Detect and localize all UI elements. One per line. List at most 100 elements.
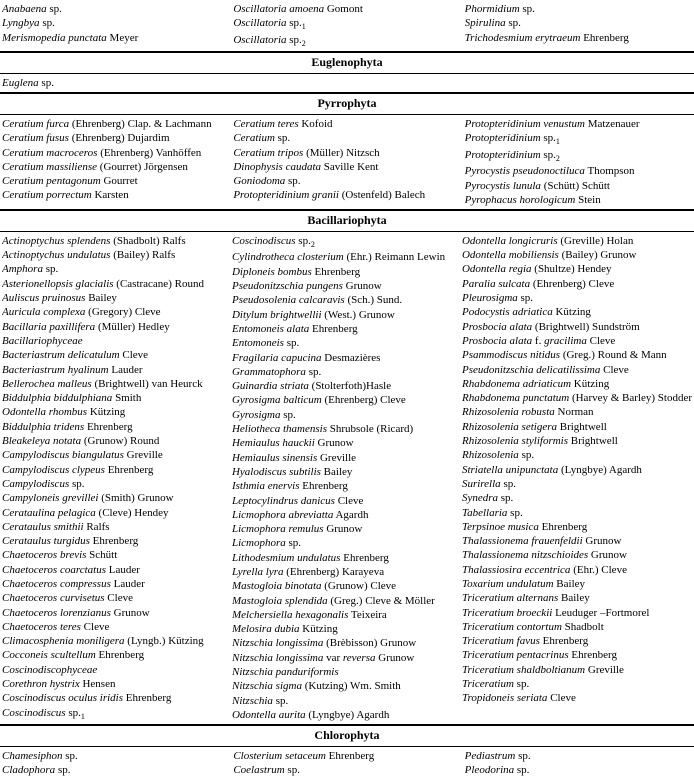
species-entry: Melchersiella hexagonalis Teixeira <box>232 608 458 622</box>
species-entry: Biddulphia biddulphiana Smith <box>2 391 228 405</box>
species-entry: Oscillatoria sp.1 <box>233 16 460 33</box>
species-entry: Ceratium tripos (Müller) Nitzsch <box>233 146 460 160</box>
species-entry: Nitzschia longissima var reversa Grunow <box>232 651 458 665</box>
species-entry: Striatella unipunctata (Lyngbye) Agardh <box>462 463 692 477</box>
species-entry: Coscinodiscus oculus iridis Ehrenberg <box>2 691 228 705</box>
species-entry: Rhizosolenia sp. <box>462 448 692 462</box>
species-entry: Prosbocia alata f. gracilima Cleve <box>462 334 692 348</box>
species-entry: Dinophysis caudata Saville Kent <box>233 160 460 174</box>
species-entry: Actinoptychus splendens (Shadbolt) Ralfs <box>2 234 228 248</box>
species-entry: Coelastrum sp. <box>233 763 460 777</box>
species-entry: Fragilaria capucina Desmazières <box>232 351 458 365</box>
species-entry: Bacillariophyceae <box>2 334 228 348</box>
species-entry: Bacteriastrum hyalinum Lauder <box>2 363 228 377</box>
species-entry: Ceratium furca (Ehrenberg) Clap. & Lachm… <box>2 117 229 131</box>
species-entry: Oscillatoria sp.2 <box>233 33 460 50</box>
species-entry: Odontella rhombus Kützing <box>2 405 228 419</box>
species-entry: Hyalodiscus subtilis Bailey <box>232 465 458 479</box>
section-body: Ceratium furca (Ehrenberg) Clap. & Lachm… <box>0 115 694 210</box>
species-entry: Ceratium sp. <box>233 131 460 145</box>
species-entry: Asterionellopsis glacialis (Castracane) … <box>2 277 228 291</box>
species-entry: Actinoptychus undulatus (Bailey) Ralfs <box>2 248 228 262</box>
species-entry: Heliotheca thamensis Shrubsole (Ricard) <box>232 422 458 436</box>
species-entry: Campylodiscus clypeus Ehrenberg <box>2 463 228 477</box>
species-entry: Chaetoceros teres Cleve <box>2 620 228 634</box>
section-body: Chamesiphon sp.Cladophora sp.Closterium … <box>0 747 694 779</box>
species-entry: Licmophora abreviatta Agardh <box>232 508 458 522</box>
species-entry: Melosira dubia Kützing <box>232 622 458 636</box>
species-entry: Rhabdonema punctatum (Harvey & Barley) S… <box>462 391 692 405</box>
species-entry: Protopteridinium sp.2 <box>465 148 692 165</box>
species-entry: Tabellaria sp. <box>462 506 692 520</box>
species-entry: Cerataulus turgidus Ehrenberg <box>2 534 228 548</box>
section-col <box>231 76 462 90</box>
top-section-body: Anabaena sp.Lyngbya sp.Merismopedia punc… <box>0 0 694 52</box>
species-entry: Bellerochea malleus (Brightwell) van Heu… <box>2 377 228 391</box>
species-entry: Auricula complexa (Gregory) Cleve <box>2 305 228 319</box>
species-entry: Terpsinoe musica Ehrenberg <box>462 520 692 534</box>
species-entry: Pseudonitzschia delicatilissima Cleve <box>462 363 692 377</box>
species-entry: Entomoneis alata Ehrenberg <box>232 322 458 336</box>
species-entry: Nitzschia panduriformis <box>232 665 458 679</box>
species-entry: Mastogloia splendida (Greg.) Cleve & Möl… <box>232 594 458 608</box>
species-entry: Anabaena sp. <box>2 2 229 16</box>
species-entry: Ceratium fusus (Ehrenberg) Dujardim <box>2 131 229 145</box>
species-entry: Bacillaria paxillifera (Müller) Hedley <box>2 320 228 334</box>
section-col: Ceratium furca (Ehrenberg) Clap. & Lachm… <box>0 117 231 207</box>
species-entry: Leptocylindrus danicus Cleve <box>232 494 458 508</box>
species-entry: Cladophora sp. <box>2 763 229 777</box>
species-entry: Triceratium alternans Bailey <box>462 591 692 605</box>
section-col: Ceratium teres KofoidCeratium sp.Ceratiu… <box>231 117 462 207</box>
species-entry: Licmophora remulus Grunow <box>232 522 458 536</box>
species-entry: Chaetoceros brevis Schütt <box>2 548 228 562</box>
section-header: Pyrrophyta <box>0 93 694 115</box>
species-entry: Oscillatoria amoena Gomont <box>233 2 460 16</box>
species-entry: Bleakeleya notata (Grunow) Round <box>2 434 228 448</box>
species-entry: Euglena sp. <box>2 76 229 90</box>
species-entry: Pyrocystis lunula (Schütt) Schütt <box>465 179 692 193</box>
species-entry: Pseudosolenia calcaravis (Sch.) Sund. <box>232 293 458 307</box>
species-entry: Lithodesmium undulatus Ehrenberg <box>232 551 458 565</box>
species-entry: Coscinodiscophyceae <box>2 663 228 677</box>
species-entry: Cocconeis scultellum Ehrenberg <box>2 648 228 662</box>
species-entry: Ceratium pentagonum Gourret <box>2 174 229 188</box>
species-entry: Odontella aurita (Lyngbye) Agardh <box>232 708 458 722</box>
species-entry: Gyrosigma balticum (Ehrenberg) Cleve <box>232 393 458 407</box>
section-body: Euglena sp. <box>0 74 694 93</box>
species-entry: Bacteriastrum delicatulum Cleve <box>2 348 228 362</box>
species-table: Anabaena sp.Lyngbya sp.Merismopedia punc… <box>0 0 694 779</box>
section-col <box>463 76 694 90</box>
species-entry: Podocystis adriatica Kützing <box>462 305 692 319</box>
species-entry: Rhizosolenia styliformis Brightwell <box>462 434 692 448</box>
section-header: Bacillariophyta <box>0 210 694 232</box>
species-entry: Gyrosigma sp. <box>232 408 458 422</box>
species-entry: Trichodesmium erytraeum Ehrenberg <box>465 31 692 45</box>
species-entry: Triceratium sp. <box>462 677 692 691</box>
species-entry: Biddulphia tridens Ehrenberg <box>2 420 228 434</box>
species-entry: Ceratium macroceros (Ehrenberg) Vanhöffe… <box>2 146 229 160</box>
top-col-1: Anabaena sp.Lyngbya sp.Merismopedia punc… <box>0 2 231 49</box>
species-entry: Odontella mobiliensis (Bailey) Grunow <box>462 248 692 262</box>
species-entry: Cerataulina pelagica (Cleve) Hendey <box>2 506 228 520</box>
species-entry: Closterium setaceum Ehrenberg <box>233 749 460 763</box>
species-entry: Lyrella lyra (Ehrenberg) Karayeva <box>232 565 458 579</box>
species-entry: Hemiaulus hauckii Grunow <box>232 436 458 450</box>
species-entry: Merismopedia punctata Meyer <box>2 31 229 45</box>
species-entry: Chaetoceros lorenzianus Grunow <box>2 606 228 620</box>
sections-container: EuglenophytaEuglena sp.PyrrophytaCeratiu… <box>0 52 694 779</box>
species-entry: Synedra sp. <box>462 491 692 505</box>
species-entry: Protopteridinium venustum Matzenauer <box>465 117 692 131</box>
species-entry: Triceratium broeckii Leuduger –Fortmorel <box>462 606 692 620</box>
species-entry: Thalassiosira eccentrica (Ehr.) Cleve <box>462 563 692 577</box>
species-entry: Campyloneis grevillei (Smith) Grunow <box>2 491 228 505</box>
section-col: Chamesiphon sp.Cladophora sp. <box>0 749 231 778</box>
species-entry: Chaetoceros compressus Lauder <box>2 577 228 591</box>
species-entry: Thalassionema frauenfeldii Grunow <box>462 534 692 548</box>
species-entry: Chaetoceros coarctatus Lauder <box>2 563 228 577</box>
species-entry: Cerataulus smithii Ralfs <box>2 520 228 534</box>
species-entry: Psammodiscus nitidus (Greg.) Round & Man… <box>462 348 692 362</box>
species-entry: Guinardia striata (Stolterfoth)Hasle <box>232 379 458 393</box>
section-header: Chlorophyta <box>0 725 694 747</box>
species-entry: Protopteridinium sp.1 <box>465 131 692 148</box>
species-entry: Odontella longicruris (Greville) Holan <box>462 234 692 248</box>
